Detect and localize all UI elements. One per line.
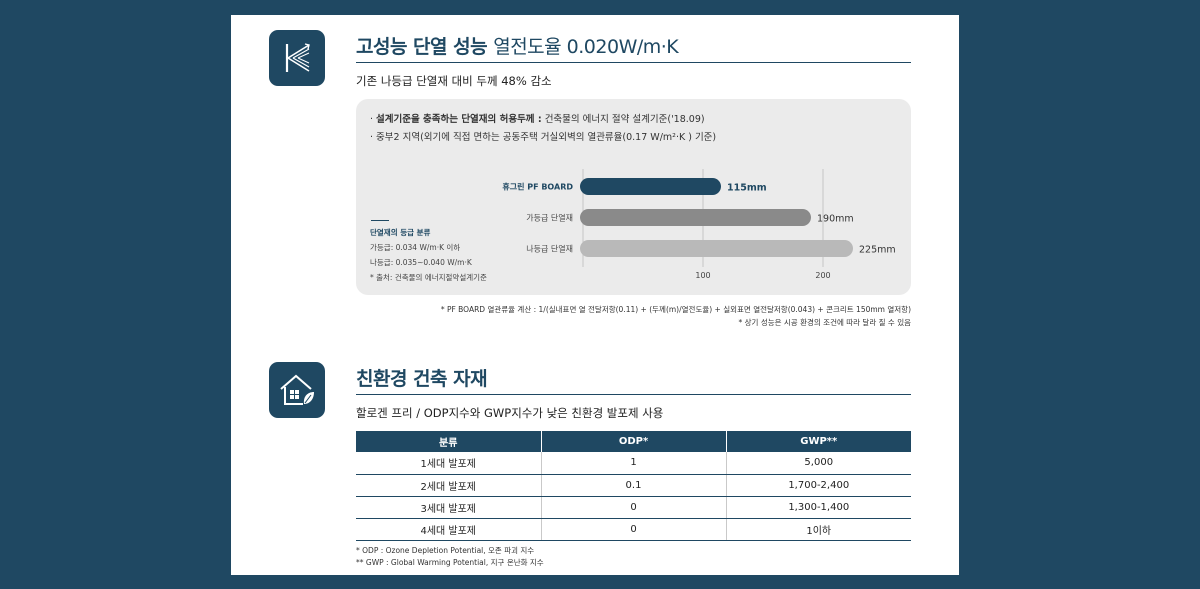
bullet-1-text: 건축물의 에너지 절약 설계기준('18.09): [544, 114, 705, 125]
table-cell: 1,700-2,400: [725, 474, 911, 497]
section2-subtitle: 할로겐 프리 / ODP지수와 GWP지수가 낮은 친환경 발포제 사용: [356, 406, 664, 420]
k-value-icon: [269, 30, 325, 86]
bar: [580, 209, 811, 226]
table-cell: 1: [540, 452, 726, 475]
section1-rule: [356, 62, 911, 63]
table-header-row: 분류 ODP* GWP**: [356, 431, 911, 452]
table-cell: 1이하: [725, 518, 911, 541]
footnote-gwp: ** GWP : Global Warming Potential, 지구 온난…: [356, 558, 544, 567]
section1-title-bold: 고성능 단열 성능: [356, 36, 488, 58]
table-row: 1세대 발포제 1 5,000: [356, 452, 911, 475]
bullet-1-bold: 설계기준을 충족하는 단열재의 허용두께 :: [376, 114, 542, 125]
legend-grade-a: 가등급: 0.034 W/m·K 이하: [370, 243, 461, 252]
category-label: 나등급 단열재: [526, 244, 573, 254]
legend-title: 단열재의 등급 분류: [370, 228, 431, 237]
legend-grade-b: 나등급: 0.035~0.040 W/m·K: [370, 258, 472, 267]
table-cell: 2세대 발포제: [356, 474, 541, 497]
value-label: 225mm: [859, 245, 896, 256]
bullet-2: · 중부2 지역(외기에 직접 면하는 공동주택 거실외벽의 열관류율(0.17…: [370, 132, 717, 143]
eco-house-icon: [269, 362, 325, 418]
legend-source: * 출처: 건축물의 에너지절약설계기준: [370, 273, 487, 282]
bullet-2-text: 중부2 지역(외기에 직접 면하는 공동주택 거실외벽의 열관류율(0.17 W…: [376, 132, 717, 143]
calc-note: * PF BOARD 열관류율 계산 : 1/(실내표면 열 전달저항(0.11…: [440, 305, 911, 314]
table-row: 3세대 발포제 0 1,300-1,400: [356, 496, 911, 519]
x-tick-label: 100: [695, 271, 710, 280]
section2-rule: [356, 394, 911, 395]
section1-title: 고성능 단열 성능 열전도율 0.020W/m·K: [356, 32, 679, 59]
header-gwp: GWP**: [725, 431, 911, 452]
table-row: 2세대 발포제 0.1 1,700-2,400: [356, 474, 911, 497]
header-category: 분류: [356, 431, 541, 452]
footnote-odp: * ODP : Ozone Depletion Potential, 오존 파괴…: [356, 546, 535, 555]
table-cell: 1세대 발포제: [356, 452, 541, 475]
bar: [580, 240, 853, 257]
legend-rule: [371, 220, 389, 221]
content-card: 고성능 단열 성능 열전도율 0.020W/m·K 기존 나등급 단열재 대비 …: [231, 15, 959, 575]
table-cell: 0.1: [540, 474, 726, 497]
table-cell: 1,300-1,400: [725, 496, 911, 519]
table-cell: 3세대 발포제: [356, 496, 541, 519]
table-cell: 0: [540, 496, 726, 519]
value-label: 190mm: [817, 214, 854, 225]
section1-title-spec: 열전도율 0.020W/m·K: [493, 36, 679, 58]
value-label: 115mm: [727, 183, 767, 194]
category-label: 가등급 단열재: [526, 213, 573, 223]
section2-title: 친환경 건축 자재: [356, 368, 488, 390]
bullet-1: · 설계기준을 충족하는 단열재의 허용두께 : 건축물의 에너지 절약 설계기…: [370, 114, 705, 125]
table-row: 4세대 발포제 0 1이하: [356, 518, 911, 541]
thickness-comparison-panel: · 설계기준을 충족하는 단열재의 허용두께 : 건축물의 에너지 절약 설계기…: [356, 99, 911, 295]
bar: [580, 178, 721, 195]
thickness-bar-chart: 100 200 휴그린 PF BOARD 115mm 가등급 단열재 190mm 나등급 단…: [502, 169, 896, 280]
section1-subtitle: 기존 나등급 단열재 대비 두께 48% 감소: [356, 74, 552, 88]
table-cell: 5,000: [725, 452, 911, 475]
table-cell: 0: [540, 518, 726, 541]
header-odp: ODP*: [540, 431, 726, 452]
blowing-agent-table: 분류 ODP* GWP** 1세대 발포제 1 5,000 2세대 발포제 0.…: [356, 431, 911, 541]
table-cell: 4세대 발포제: [356, 518, 541, 541]
disclaimer-note: * 상기 성능은 시공 환경의 조건에 따라 달라 질 수 있음: [738, 318, 912, 327]
category-label: 휴그린 PF BOARD: [502, 182, 573, 192]
x-tick-label: 200: [815, 271, 830, 280]
